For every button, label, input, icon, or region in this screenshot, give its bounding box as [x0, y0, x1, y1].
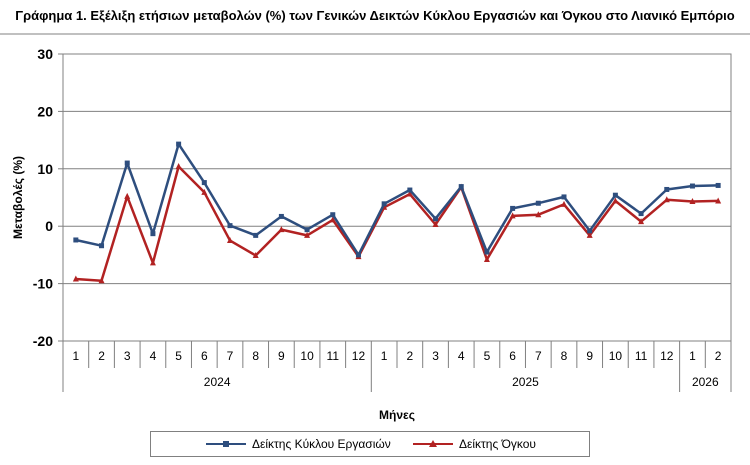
- x-tick-label: 1: [73, 349, 80, 363]
- series-line-turnover: [75, 142, 719, 257]
- data-point-turnover: [124, 160, 130, 166]
- x-tick-label: 11: [635, 349, 648, 363]
- year-label: 2025: [512, 375, 539, 389]
- x-tick-label: 4: [458, 349, 465, 363]
- data-point-turnover: [330, 212, 336, 218]
- x-tick-label: 12: [352, 349, 366, 363]
- x-tick-label: 1: [689, 349, 696, 363]
- data-point-volume: [663, 196, 670, 203]
- data-point-turnover: [510, 205, 516, 211]
- y-tick-label: 0: [45, 218, 53, 234]
- data-point-volume: [72, 275, 79, 282]
- legend-swatch-volume: [413, 438, 453, 450]
- data-point-volume: [175, 163, 182, 170]
- y-tick-label: 30: [37, 46, 53, 62]
- legend-label-volume: Δείκτης Όγκου: [459, 437, 536, 451]
- data-point-volume: [304, 231, 311, 238]
- x-tick-label: 7: [227, 349, 234, 363]
- data-point-volume: [535, 211, 542, 218]
- data-point-turnover: [150, 231, 156, 237]
- legend-swatch-turnover: [206, 438, 246, 450]
- x-tick-label: 2: [715, 349, 722, 363]
- data-point-turnover: [73, 237, 79, 243]
- data-point-turnover: [458, 184, 464, 190]
- data-point-turnover: [176, 141, 182, 147]
- data-point-turnover: [253, 232, 259, 238]
- y-axis-title: Μεταβολές (%): [11, 156, 25, 239]
- data-point-volume: [406, 190, 413, 197]
- data-point-turnover: [587, 228, 593, 234]
- legend-label-turnover: Δείκτης Κύκλου Εργασιών: [252, 437, 391, 451]
- legend-item-turnover: Δείκτης Κύκλου Εργασιών: [206, 436, 391, 452]
- data-point-volume: [252, 251, 259, 258]
- data-point-volume: [586, 231, 593, 238]
- data-point-volume: [278, 226, 285, 233]
- x-tick-label: 8: [252, 349, 259, 363]
- data-point-volume: [98, 277, 105, 284]
- x-tick-label: 5: [484, 349, 491, 363]
- x-tick-label: 10: [300, 349, 314, 363]
- x-tick-label: 7: [535, 349, 542, 363]
- x-tick-label: 9: [586, 349, 593, 363]
- data-point-turnover: [664, 186, 670, 192]
- x-tick-label: 3: [124, 349, 131, 363]
- data-point-turnover: [433, 216, 439, 222]
- x-tick-label: 10: [609, 349, 623, 363]
- data-point-volume: [227, 237, 233, 244]
- x-tick-label: 6: [509, 349, 516, 363]
- data-point-volume: [149, 259, 156, 266]
- data-point-volume: [124, 192, 131, 199]
- data-point-turnover: [484, 249, 490, 255]
- data-point-volume: [509, 212, 516, 219]
- x-tick-label: 4: [150, 349, 157, 363]
- data-point-volume: [638, 218, 645, 225]
- x-tick-label: 2: [98, 349, 105, 363]
- y-tick-label: 20: [37, 103, 53, 119]
- x-tick-label: 8: [561, 349, 568, 363]
- data-point-volume: [689, 198, 696, 205]
- x-tick-label: 9: [278, 349, 285, 363]
- data-point-turnover: [612, 192, 618, 198]
- y-tick-label: -10: [33, 276, 53, 292]
- y-tick-label: 10: [37, 161, 53, 177]
- data-point-volume: [329, 216, 336, 223]
- x-axis-title: Μήνες: [379, 408, 415, 422]
- legend-item-volume: Δείκτης Όγκου: [413, 436, 536, 452]
- data-point-turnover: [715, 182, 721, 188]
- x-tick-label: 6: [201, 349, 208, 363]
- data-point-turnover: [535, 200, 541, 206]
- legend: Δείκτης Κύκλου Εργασιών Δείκτης Όγκου: [150, 431, 590, 457]
- data-point-volume: [201, 188, 208, 195]
- data-point-turnover: [278, 213, 284, 219]
- series-line-volume: [75, 165, 719, 282]
- data-point-turnover: [201, 180, 207, 186]
- data-point-turnover: [638, 211, 644, 217]
- x-tick-label: 11: [327, 349, 340, 363]
- data-point-turnover: [99, 243, 105, 249]
- data-point-turnover: [304, 227, 310, 233]
- year-label: 2024: [204, 375, 231, 389]
- data-point-volume: [432, 220, 439, 227]
- data-point-turnover: [689, 183, 695, 189]
- x-tick-label: 5: [175, 349, 182, 363]
- x-tick-label: 1: [381, 349, 388, 363]
- year-label: 2026: [692, 375, 719, 389]
- data-point-volume: [561, 200, 567, 207]
- data-point-turnover: [407, 187, 413, 193]
- y-tick-label: -20: [33, 333, 53, 349]
- data-point-turnover: [561, 194, 567, 200]
- data-point-volume: [483, 255, 490, 262]
- data-point-turnover: [227, 223, 233, 229]
- x-tick-label: 12: [660, 349, 674, 363]
- data-point-turnover: [355, 252, 361, 258]
- data-point-turnover: [381, 201, 387, 207]
- data-point-volume: [612, 197, 619, 204]
- x-tick-label: 2: [407, 349, 414, 363]
- chart-title: Γράφημα 1. Εξέλιξη ετήσιων μεταβολών (%)…: [15, 8, 735, 23]
- data-point-volume: [715, 197, 722, 204]
- x-tick-label: 3: [432, 349, 439, 363]
